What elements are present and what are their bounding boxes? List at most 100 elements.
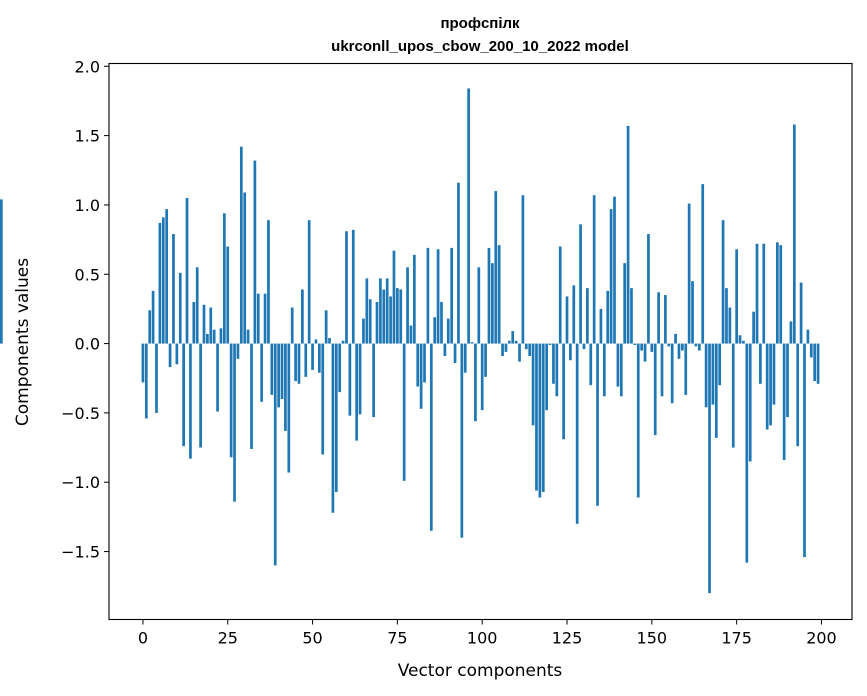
bar-129 [579,224,582,344]
bar-54 [324,310,328,344]
bar-27 [233,343,236,502]
bar-76 [399,289,403,344]
bar-63 [355,343,359,441]
bar-151 [653,343,657,436]
bar-159 [681,343,684,351]
bar-161 [687,203,691,344]
bar-18 [202,304,206,344]
bar-135 [599,308,603,344]
bar-2 [148,310,152,344]
bar-121 [552,343,555,384]
bar-149 [647,234,650,344]
bar-22 [216,343,219,412]
bar-52 [317,343,321,373]
bar-42 [284,343,287,431]
bar-56 [331,343,335,513]
bar-112 [521,195,525,344]
bar-138 [609,209,613,344]
bar-71 [382,289,386,344]
bar-166 [704,343,708,408]
bar-85 [429,343,433,531]
bar-132 [589,343,593,386]
bar-146 [636,343,640,498]
y-tick-label: 1.0 [75,196,100,215]
x-tick-label: 125 [552,629,583,648]
bar-191 [789,321,793,344]
bar-undefined [0,199,3,344]
chart-subtitle: ukrconll_upos_cbow_200_10_2022 model [331,38,629,55]
bar-65 [362,318,365,344]
bar-41 [280,343,284,400]
bar-50 [311,343,314,370]
y-tick-label: −1.5 [61,543,100,562]
bar-118 [541,343,545,492]
bar-198 [813,343,817,382]
bar-164 [697,343,701,351]
y-tick-label: 1.5 [75,127,100,146]
y-tick-label: 0.0 [75,335,100,354]
bar-188 [779,245,783,344]
bar-199 [816,343,820,384]
bar-95 [463,343,467,373]
bar-144 [630,288,633,344]
bar-39 [273,343,277,566]
bar-88 [440,301,443,344]
bar-186 [772,343,776,405]
x-tick-label: 75 [387,629,407,648]
x-tick-label: 100 [467,629,498,648]
x-tick-label: 25 [218,629,238,648]
bar-143 [626,125,630,344]
bar-150 [650,343,654,352]
bar-25 [226,246,230,344]
bar-16 [195,267,199,344]
bar-8 [168,343,172,368]
bar-162 [691,281,694,344]
bar-192 [792,124,796,344]
bar-116 [535,343,538,491]
bar-62 [351,229,355,344]
y-tick-label: −0.5 [61,404,100,423]
bar-1 [144,343,148,419]
bar-142 [623,263,627,344]
bar-29 [239,146,243,344]
bar-176 [738,335,742,344]
bar-115 [531,343,535,426]
bar-140 [616,343,620,387]
bar-98 [474,343,477,422]
bar-148 [643,343,647,362]
bar-74 [392,250,396,344]
x-tick-label: 175 [721,629,752,648]
bar-183 [762,243,766,344]
bar-57 [334,343,338,492]
bar-15 [192,301,196,344]
bar-36 [263,293,267,344]
bar-30 [243,192,247,344]
x-axis-label: Vector components [398,661,563,681]
bar-92 [453,343,457,363]
bar-168 [711,343,715,405]
bar-60 [345,231,348,344]
bar-106 [501,343,504,357]
bar-58 [338,343,342,393]
bar-163 [694,343,698,347]
bar-187 [776,242,779,344]
x-axis-ticks: 0 25 50 75 100 125 150 175 200 [138,619,837,648]
bar-43 [287,343,291,473]
bar-185 [769,343,772,426]
bar-145 [633,343,637,345]
bar-80 [412,254,416,344]
bar-111 [518,343,521,362]
bar-177 [742,340,745,344]
bar-69 [375,301,379,344]
bar-70 [379,278,382,344]
plot-frame [108,62,853,621]
bar-110 [514,340,518,344]
bar-180 [752,311,755,344]
bar-154 [664,295,667,344]
bar-133 [592,195,596,344]
bar-122 [555,343,559,397]
bar-174 [731,343,735,448]
bar-4 [155,343,158,413]
x-tick-label: 0 [138,629,148,648]
